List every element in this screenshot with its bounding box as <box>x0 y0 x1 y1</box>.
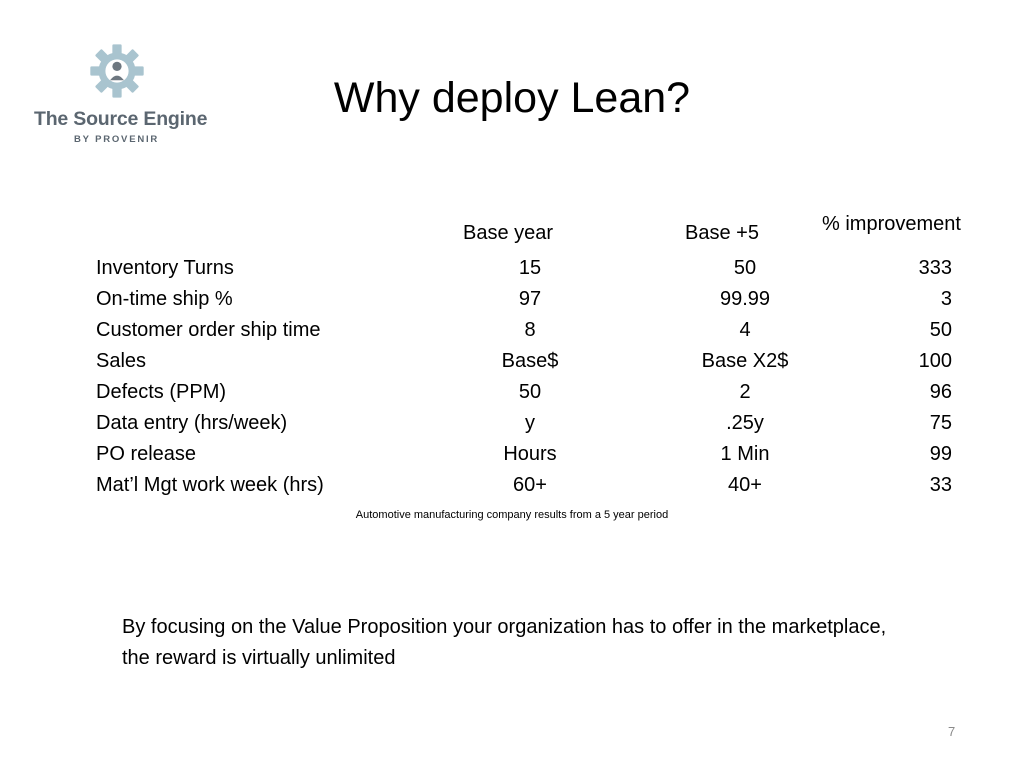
base-year-cell: 97 <box>518 288 542 310</box>
table-row: Inventory Turns 15 50 333 <box>0 253 1024 284</box>
base-plus-5-cell: 40+ <box>728 474 762 496</box>
table-caption: Automotive manufacturing company results… <box>355 509 669 521</box>
metric-cell: Data entry (hrs/week) <box>96 412 288 434</box>
table-row: Sales Base$ Base X2$ 100 <box>0 346 1024 377</box>
gear-icon <box>90 44 144 98</box>
improvement-cell: 50 <box>929 319 952 341</box>
improvement-cell: 3 <box>940 288 952 310</box>
company-logo: The Source Engine BY PROVENIR <box>30 42 210 152</box>
metric-cell: Defects (PPM) <box>96 381 227 403</box>
table-row: Defects (PPM) 50 2 96 <box>0 377 1024 408</box>
column-header-base-year: Base year <box>463 222 554 244</box>
base-year-cell: y <box>525 412 535 434</box>
page-number: 7 <box>948 724 956 739</box>
table-row: Data entry (hrs/week) y .25y 75 <box>0 408 1024 439</box>
metric-cell: Sales <box>96 350 147 372</box>
improvement-cell: 33 <box>929 474 952 496</box>
base-plus-5-cell: 1 Min <box>720 443 770 465</box>
base-year-cell: 8 <box>524 319 536 341</box>
metric-cell: On-time ship % <box>96 288 233 310</box>
metric-cell: Inventory Turns <box>96 257 234 279</box>
metric-cell: PO release <box>96 443 197 465</box>
improvement-cell: 75 <box>929 412 952 434</box>
base-year-cell: 60+ <box>513 474 547 496</box>
table-row: Customer order ship time 8 4 50 <box>0 315 1024 346</box>
table-row: On-time ship % 97 99.99 3 <box>0 284 1024 315</box>
table-row: PO release Hours 1 Min 99 <box>0 439 1024 470</box>
base-plus-5-cell: 2 <box>739 381 751 403</box>
base-plus-5-cell: 4 <box>739 319 751 341</box>
base-plus-5-cell: 50 <box>733 257 757 279</box>
column-header-improvement: % improvement <box>822 213 961 235</box>
table-row: Mat’l Mgt work week (hrs) 60+ 40+ 33 <box>0 470 1024 501</box>
metric-cell: Customer order ship time <box>96 319 321 341</box>
improvement-cell: 333 <box>918 257 952 279</box>
base-year-cell: 15 <box>518 257 542 279</box>
base-year-cell: Hours <box>503 443 557 465</box>
value-proposition-text: By focusing on the Value Proposition you… <box>122 616 887 669</box>
column-header-base-plus-5: Base +5 <box>685 222 759 244</box>
base-plus-5-cell: .25y <box>726 412 764 434</box>
logo-name: The Source Engine <box>34 108 208 130</box>
improvement-cell: 100 <box>918 350 952 372</box>
metric-cell: Mat’l Mgt work week (hrs) <box>96 474 324 496</box>
improvement-cell: 99 <box>929 443 952 465</box>
base-plus-5-cell: Base X2$ <box>701 350 789 372</box>
slide-title: Why deploy Lean? <box>333 74 691 122</box>
improvement-cell: 96 <box>929 381 952 403</box>
base-year-cell: Base$ <box>501 350 559 372</box>
logo-subtitle: BY PROVENIR <box>74 134 160 145</box>
base-year-cell: 50 <box>518 381 542 403</box>
base-plus-5-cell: 99.99 <box>719 288 771 310</box>
